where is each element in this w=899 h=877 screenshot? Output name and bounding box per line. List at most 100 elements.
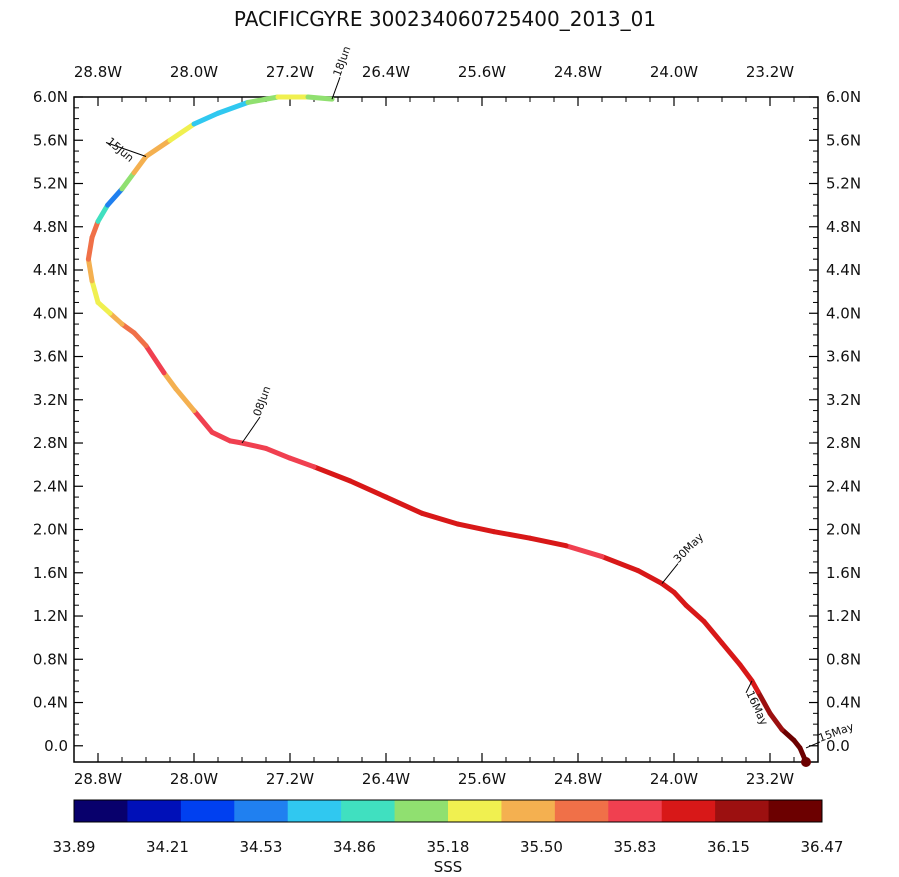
track-segment bbox=[215, 99, 251, 116]
y-tick-label-left: 5.6N bbox=[33, 131, 68, 149]
colorbar-swatch bbox=[341, 800, 396, 822]
colorbar-swatch bbox=[448, 800, 502, 822]
annotation-leader bbox=[805, 741, 821, 749]
y-tick-label-left: 2.8N bbox=[33, 434, 68, 452]
x-tick-label-bottom: 28.0W bbox=[170, 770, 218, 788]
x-tick-label-bottom: 26.4W bbox=[362, 770, 410, 788]
y-tick-label-right: 1.6N bbox=[826, 564, 861, 582]
track-segment bbox=[767, 710, 785, 733]
y-tick-label-left: 0.8N bbox=[33, 650, 68, 668]
x-tick-label-bottom: 28.8W bbox=[74, 770, 122, 788]
track-segment bbox=[683, 602, 707, 624]
colorbar-swatch bbox=[394, 800, 449, 822]
track-segment bbox=[191, 110, 221, 127]
track-start-marker bbox=[801, 757, 811, 767]
track-segment bbox=[491, 529, 533, 541]
y-tick-label-left: 4.4N bbox=[33, 261, 68, 279]
track-segment bbox=[131, 153, 149, 176]
y-tick-label-right: 0.0 bbox=[826, 737, 850, 755]
y-tick-label-right: 3.2N bbox=[826, 391, 861, 409]
y-tick-label-right: 4.4N bbox=[826, 261, 861, 279]
colorbar-tick-label: 35.18 bbox=[427, 838, 470, 856]
colorbar-tick-label: 36.47 bbox=[801, 838, 844, 856]
track-segment bbox=[347, 478, 389, 500]
y-tick-label-left: 2.0N bbox=[33, 521, 68, 539]
track-segment bbox=[671, 589, 689, 608]
x-tick-label-top: 28.8W bbox=[74, 63, 122, 81]
colorbar-swatch bbox=[554, 800, 609, 822]
track-segment bbox=[209, 429, 233, 444]
x-tick-label-top: 28.0W bbox=[170, 63, 218, 81]
y-tick-label-left: 6.0N bbox=[33, 88, 68, 106]
track-segment bbox=[105, 186, 125, 208]
track-segment bbox=[599, 554, 641, 574]
colorbar-tick-label: 34.86 bbox=[333, 838, 376, 856]
y-tick-label-right: 4.8N bbox=[826, 218, 861, 236]
y-tick-label-right: 6.0N bbox=[826, 88, 861, 106]
plot-area-border bbox=[73, 96, 819, 763]
colorbar: 33.89 34.21 34.53 34.86 35.18 35.50 35.83 36.15… bbox=[53, 799, 844, 856]
track-segment bbox=[119, 170, 137, 192]
track-segment bbox=[701, 618, 725, 646]
annotation-label: 18Jun bbox=[331, 44, 354, 78]
y-tick-label-right: 2.0N bbox=[826, 521, 861, 539]
colorbar-tick-label: 34.21 bbox=[146, 838, 189, 856]
annotation-label: 08Jun bbox=[251, 384, 274, 418]
track-segment bbox=[85, 256, 95, 284]
y-tick-label-left: 2.4N bbox=[33, 477, 68, 495]
x-tick-label-top: 25.6W bbox=[458, 63, 506, 81]
x-tick-label-top: 27.2W bbox=[266, 63, 314, 81]
track-segment bbox=[95, 202, 111, 224]
colorbar-swatch bbox=[501, 800, 556, 822]
track-segment bbox=[287, 455, 317, 470]
annotation-label: 15Jun bbox=[104, 135, 136, 165]
y-tick-label-left: 1.2N bbox=[33, 607, 68, 625]
colorbar-swatch bbox=[180, 800, 235, 822]
annotation-leader bbox=[661, 563, 679, 584]
colorbar-label: SSS bbox=[434, 858, 463, 876]
x-tick-label-top: 26.4W bbox=[362, 63, 410, 81]
track-segment bbox=[719, 640, 743, 668]
y-tick-label-left: 4.0N bbox=[33, 304, 68, 322]
chart-title: PACIFICGYRE 300234060725400_2013_01 bbox=[234, 7, 656, 31]
track-segment bbox=[311, 464, 353, 484]
annotation-leader bbox=[105, 141, 147, 157]
colorbar-tick-label: 34.53 bbox=[240, 838, 283, 856]
track-segment bbox=[305, 94, 335, 102]
track-segment bbox=[245, 94, 281, 105]
track-segment bbox=[191, 408, 215, 435]
axis-ticks: 28.8W 28.8W 28.0W 28.0W 27.2W 27.2W 26.4W 26.4W… bbox=[33, 63, 861, 788]
x-tick-label-bottom: 24.0W bbox=[650, 770, 698, 788]
track-segment bbox=[143, 137, 173, 159]
x-tick-label-bottom: 23.2W bbox=[746, 770, 794, 788]
colorbar-swatch bbox=[661, 800, 716, 822]
track-segment bbox=[107, 310, 125, 327]
y-tick-label-left: 3.6N bbox=[33, 348, 68, 366]
track-segment bbox=[89, 218, 101, 241]
x-tick-label-bottom: 27.2W bbox=[266, 770, 314, 788]
track-segment bbox=[89, 278, 101, 305]
annotation-leader bbox=[241, 416, 261, 444]
track-segment bbox=[635, 568, 665, 587]
colorbar-swatch bbox=[287, 800, 342, 822]
colorbar-tick-label: 35.50 bbox=[520, 838, 563, 856]
track-segment bbox=[161, 370, 179, 392]
colorbar-swatch bbox=[608, 800, 663, 822]
annotation-leader bbox=[745, 680, 753, 694]
x-tick-label-top: 24.0W bbox=[650, 63, 698, 81]
colorbar-swatch bbox=[715, 800, 770, 822]
colorbar-tick-label: 33.89 bbox=[53, 838, 96, 856]
y-tick-label-left: 1.6N bbox=[33, 564, 68, 582]
track-segment bbox=[167, 121, 197, 143]
y-tick-label-left: 0.4N bbox=[33, 694, 68, 712]
colorbar-swatch bbox=[234, 800, 289, 822]
y-tick-label-right: 0.8N bbox=[826, 650, 861, 668]
track-segment bbox=[131, 330, 149, 349]
track-segment bbox=[263, 445, 293, 461]
track-segment bbox=[95, 299, 113, 316]
track-segment bbox=[419, 510, 461, 527]
track-segment bbox=[527, 535, 569, 549]
annotation-leader bbox=[331, 76, 341, 100]
